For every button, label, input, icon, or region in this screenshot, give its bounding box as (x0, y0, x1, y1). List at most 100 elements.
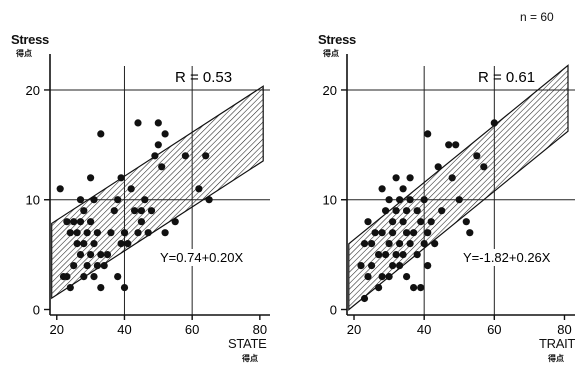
data-point (83, 262, 91, 270)
data-point (137, 218, 145, 226)
correlation-label: R = 0.61 (478, 69, 535, 86)
data-point (455, 196, 463, 204)
x-tick-label: 80 (253, 322, 267, 337)
equation-background (460, 249, 572, 266)
data-point (181, 152, 189, 160)
data-point (399, 218, 407, 226)
data-point (364, 273, 372, 281)
data-point (417, 284, 425, 292)
y-tick-label: 20 (323, 83, 337, 98)
data-point (73, 229, 81, 237)
data-point (63, 218, 71, 226)
y-axis-label: Stress (318, 32, 356, 47)
data-point (375, 284, 383, 292)
data-point (385, 240, 393, 248)
x-tick-label: 40 (117, 322, 131, 337)
data-point (424, 229, 432, 237)
data-point (403, 229, 411, 237)
data-point (147, 207, 156, 215)
data-point (490, 119, 498, 127)
chart-trait: 0 10 20 20 40 60 80 R = 0.61 Y=-1.82+0.26X Stres… (293, 0, 586, 368)
data-point (462, 218, 470, 226)
data-point (399, 251, 407, 259)
chart-svg: 0 10 20 20 40 60 80 R = 0.61 Y=-1.82+0.26X (323, 54, 575, 337)
data-point (389, 262, 397, 270)
y-tick-label: 10 (26, 193, 40, 208)
data-point (124, 240, 132, 248)
data-point (389, 229, 397, 237)
data-point (161, 229, 169, 237)
x-tick-label: 40 (417, 322, 431, 337)
data-point (417, 218, 425, 226)
data-point (396, 240, 404, 248)
data-point (87, 218, 95, 226)
data-point (80, 207, 88, 215)
data-point (403, 273, 411, 281)
data-point (154, 141, 162, 149)
regression-equation: Y=-1.82+0.26X (463, 250, 551, 265)
data-point (378, 273, 386, 281)
data-point (427, 218, 435, 226)
data-point (385, 273, 393, 281)
data-point (70, 218, 78, 226)
data-point (66, 229, 74, 237)
y-tick-label: 10 (323, 193, 337, 208)
data-point (424, 130, 432, 138)
data-point (392, 251, 400, 259)
data-point (195, 185, 203, 193)
equation-background (157, 249, 269, 266)
data-point (378, 229, 386, 237)
x-axis-label: TRAIT (539, 336, 576, 351)
data-point (127, 185, 135, 193)
y-axis-label: Stress (11, 32, 49, 47)
data-point (137, 207, 145, 215)
data-point (144, 229, 152, 237)
data-point (473, 152, 481, 160)
y-tick-label: 0 (33, 303, 40, 318)
data-point (97, 251, 105, 259)
data-point (389, 218, 397, 226)
data-point (406, 174, 414, 182)
y-axis-sublabel: 得点 (16, 49, 32, 58)
regression-band (348, 64, 569, 311)
data-point (360, 294, 369, 303)
data-point (420, 240, 428, 248)
data-point (131, 207, 139, 215)
data-point (466, 229, 474, 237)
data-point (406, 196, 414, 204)
y-tick-label: 0 (330, 303, 337, 318)
data-point (120, 229, 129, 237)
data-point (154, 119, 162, 127)
data-point (151, 152, 159, 160)
data-point (83, 229, 91, 237)
data-point (107, 229, 115, 237)
y-tick-label: 20 (26, 83, 40, 98)
data-point (378, 185, 386, 193)
data-point (406, 240, 414, 248)
y-axis-sublabel: 得点 (323, 49, 339, 58)
data-point (93, 262, 101, 270)
data-point (396, 262, 404, 270)
data-point (382, 207, 390, 215)
chart-state: 0 10 20 20 40 60 80 R = 0.53 Y=0.74+0.20X Stress… (0, 0, 293, 368)
data-point (410, 284, 418, 292)
data-point (452, 141, 460, 149)
data-point (97, 284, 105, 292)
data-point (434, 163, 442, 171)
data-point (80, 240, 88, 248)
data-point (158, 163, 166, 171)
data-point (97, 130, 105, 138)
data-point (100, 262, 108, 270)
x-axis-label: STATE (228, 336, 267, 351)
data-point (413, 207, 421, 215)
data-point (364, 218, 372, 226)
data-point (114, 196, 122, 204)
data-point (392, 207, 400, 215)
data-point (413, 251, 421, 259)
data-point (448, 174, 456, 182)
data-point (202, 152, 210, 160)
data-point (73, 240, 81, 248)
data-point (90, 196, 98, 204)
data-point (360, 240, 369, 248)
data-point (76, 251, 85, 259)
